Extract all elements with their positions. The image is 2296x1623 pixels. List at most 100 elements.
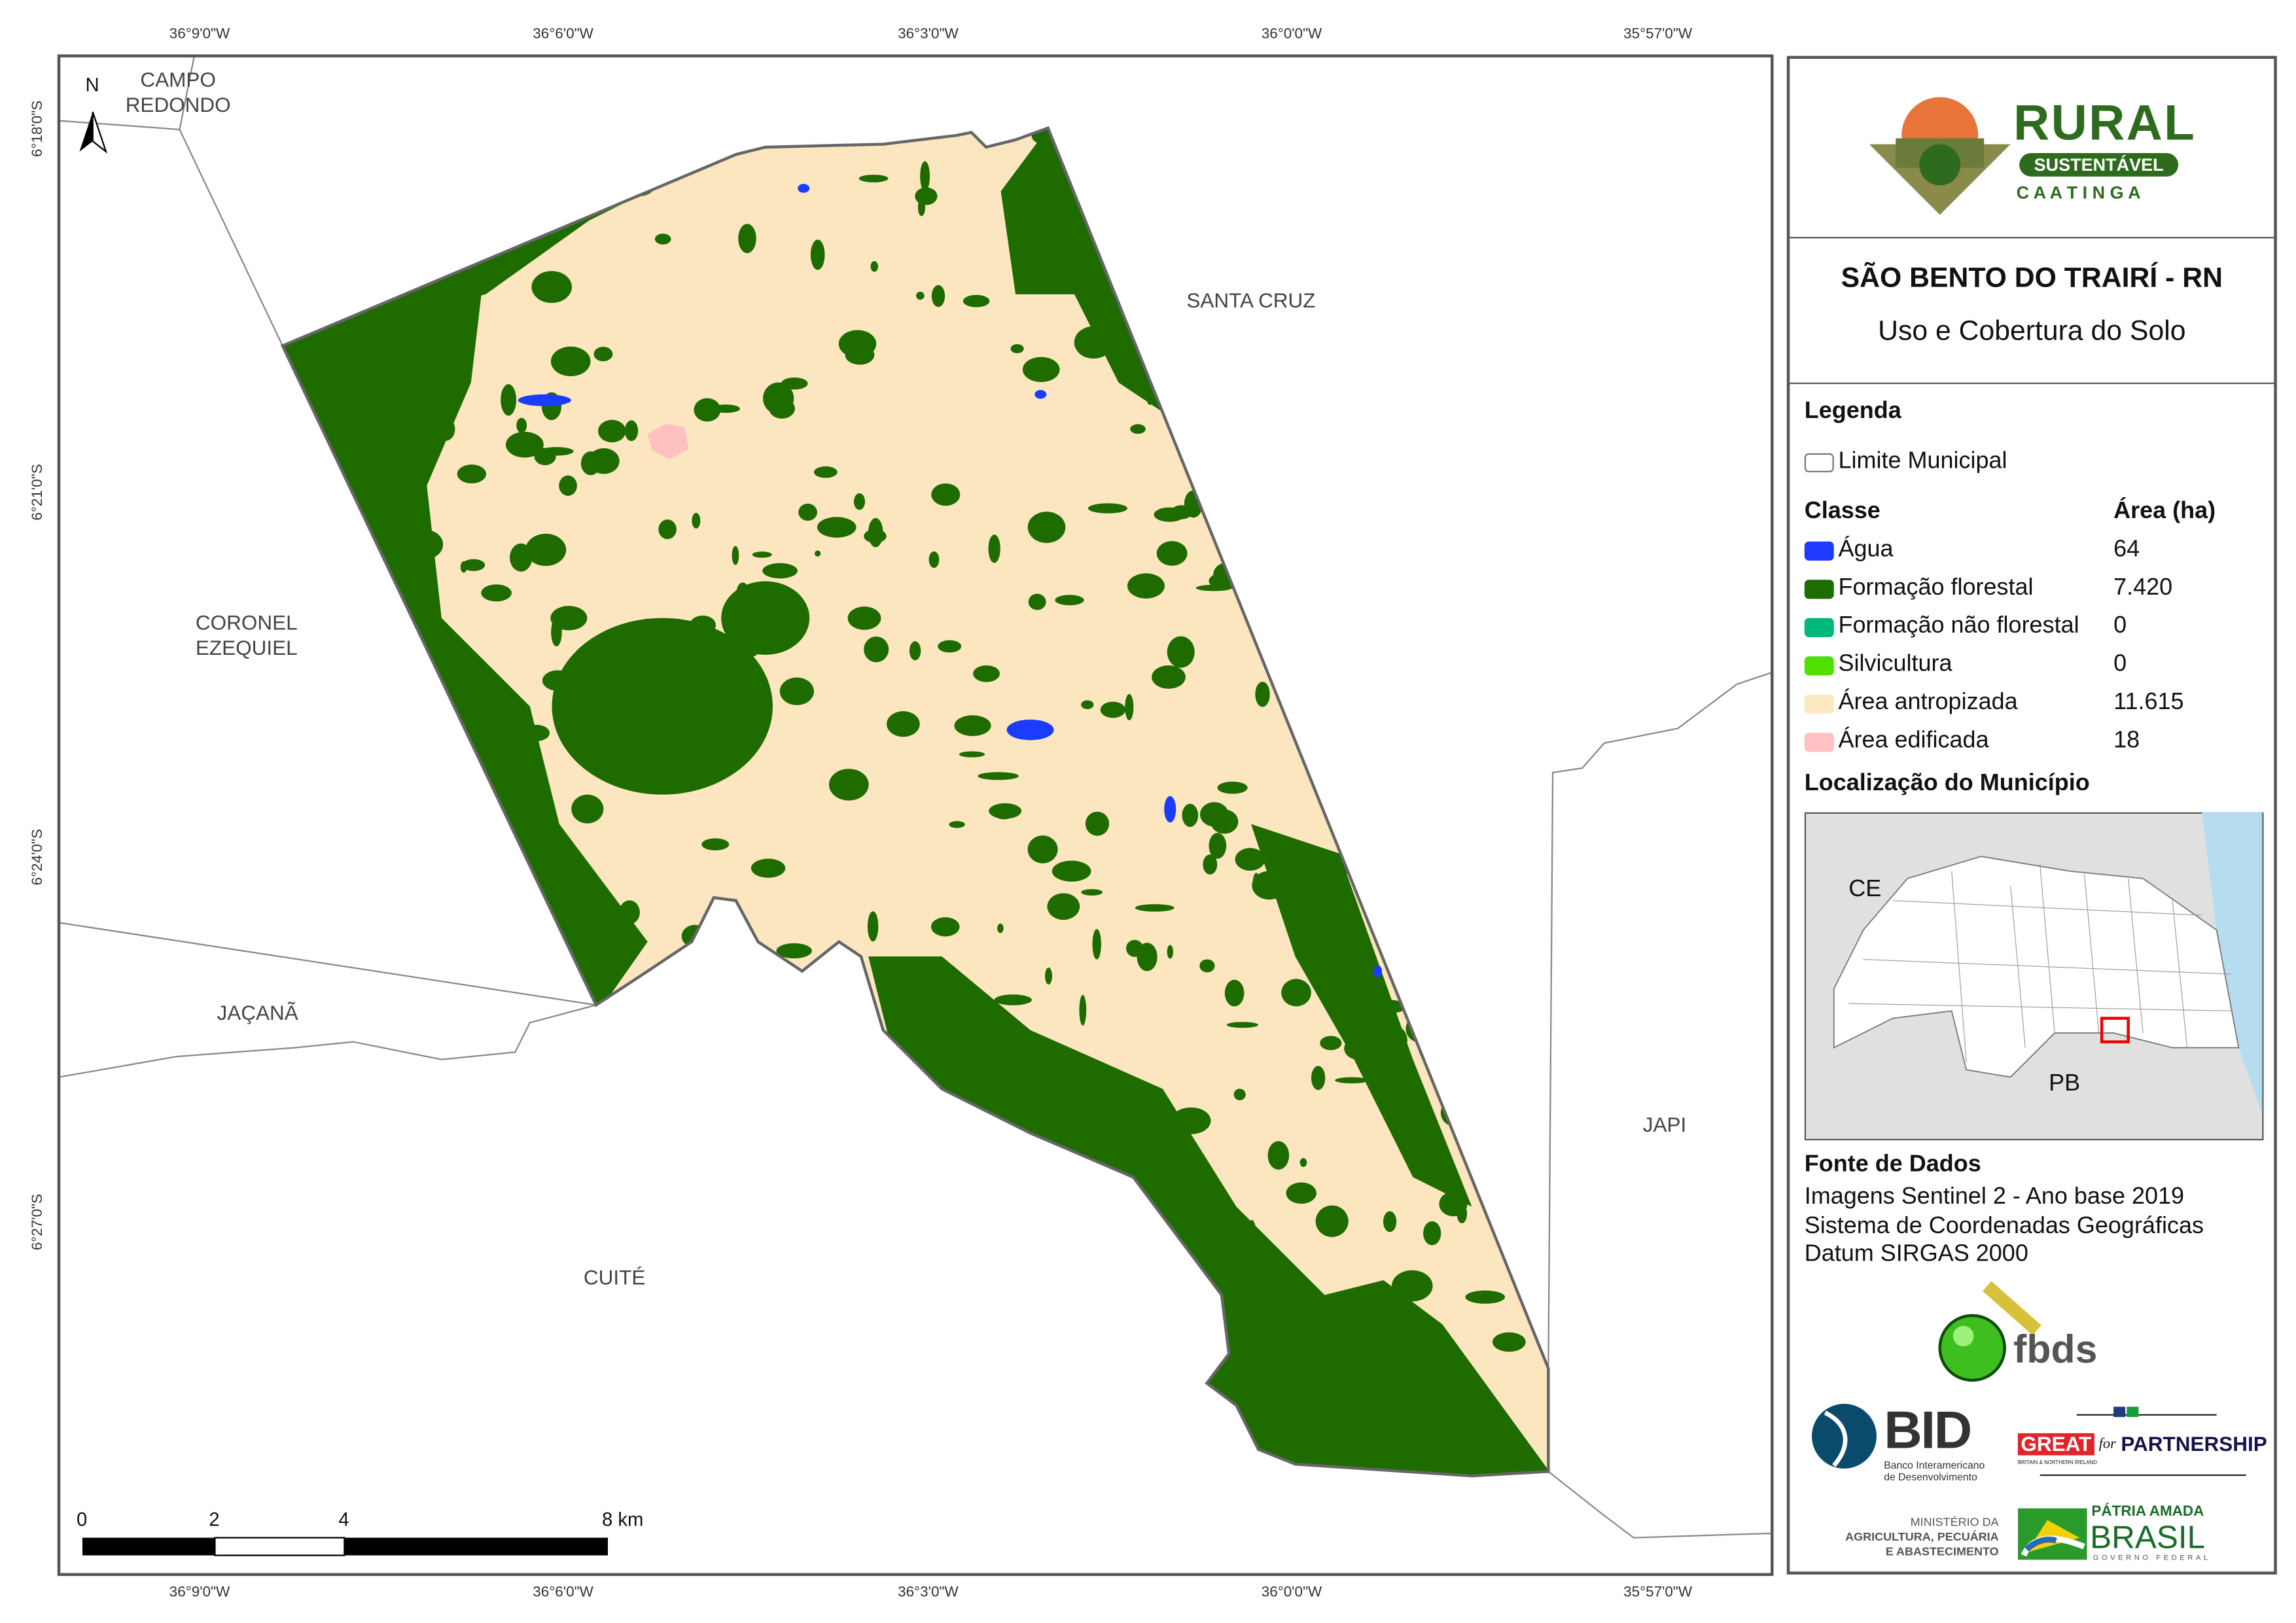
great-rule: [2076, 1414, 2217, 1416]
north-label: N: [85, 73, 99, 96]
forest-patch: [847, 606, 881, 630]
water-body: [1373, 965, 1383, 977]
forest-patch: [915, 187, 938, 205]
forest-patch: [893, 981, 909, 1013]
forest-patch: [810, 239, 825, 270]
place-cuite: CUITÉ: [583, 1265, 646, 1289]
legend-class-row: Silvicultura: [1804, 652, 1952, 678]
forest-patch: [828, 769, 869, 801]
legend-class-row: Área edificada: [1804, 728, 1989, 754]
forest-patch: [571, 794, 604, 824]
class-area: 0: [2113, 613, 2127, 639]
neighbor-boundaries: [58, 56, 1773, 1539]
forest-patch: [1383, 1026, 1407, 1055]
forest-patch: [1217, 781, 1248, 794]
forest-patch: [1254, 1409, 1286, 1432]
forest-patch: [516, 417, 527, 433]
forest-patch: [1047, 893, 1080, 920]
inset-label-ce: CE: [1848, 877, 1882, 902]
forest-patch: [1085, 811, 1110, 836]
great-sub: BRITAIN & NORTHERN IRELAND: [2017, 1459, 2097, 1466]
forest-patch: [1123, 1118, 1159, 1134]
forest-patch: [1423, 1221, 1441, 1246]
location-inset-map: [1804, 812, 2264, 1141]
forest-patch: [1413, 1316, 1431, 1334]
forest-patch: [1027, 512, 1066, 543]
forest-patch: [916, 291, 925, 300]
forest-patch: [580, 451, 601, 476]
great-rule: [2040, 1474, 2246, 1476]
forest-patch: [997, 923, 1004, 934]
forest-patch: [998, 1087, 1028, 1111]
map-canvas[interactable]: [0, 0, 1781, 1589]
forest-patch: [1074, 326, 1113, 359]
forest-patch: [1286, 1182, 1316, 1204]
scale-bar: [82, 1537, 609, 1556]
logo-sustentavel: SUSTENTÁVEL: [2019, 152, 2179, 177]
forest-patch: [864, 529, 887, 544]
forest-patch: [1267, 1141, 1290, 1170]
forest-patch: [1465, 1290, 1506, 1304]
forest-patch: [864, 636, 889, 663]
forest-patch: [437, 398, 459, 410]
place-coronel-ezequiel: CORONEL EZEQUIEL: [195, 610, 298, 659]
forest-patch: [738, 224, 756, 253]
forest-patch: [949, 821, 965, 828]
forest-patch: [1203, 854, 1218, 875]
class-area: 11.615: [2113, 689, 2184, 716]
forest-patch: [1170, 1110, 1197, 1119]
forest-patch: [751, 858, 786, 878]
forest-patch: [752, 551, 772, 558]
forest-patch: [542, 670, 573, 691]
forest-patch: [1281, 979, 1311, 1007]
forest-patch: [393, 424, 421, 447]
forest-patch: [524, 839, 534, 846]
forest-patch: [815, 550, 821, 557]
forest-patch: [1252, 871, 1286, 900]
bid-subtext: Banco Interamericano de Desenvolvimento: [1884, 1461, 1985, 1485]
forest-patch: [701, 838, 730, 850]
great-for: for: [2098, 1436, 2116, 1453]
forest-patch: [460, 561, 467, 573]
forest-patch: [1255, 682, 1270, 707]
class-area: 18: [2113, 728, 2140, 754]
forest-patch: [838, 330, 877, 358]
forest-patch: [1354, 1021, 1362, 1031]
forest-patch: [388, 533, 416, 551]
forest-patch: [732, 546, 739, 565]
forest-patch: [523, 725, 550, 741]
class-label: Área edificada: [1838, 728, 1989, 754]
source-heading: Fonte de Dados: [1804, 1152, 1981, 1178]
scale-label: 2: [209, 1508, 220, 1531]
boundary-swatch: [1804, 452, 1834, 472]
location-marker: [2100, 1017, 2130, 1043]
forest-patch: [525, 533, 567, 567]
side-panel: RURAL SUSTENTÁVEL C A A T I N G A SÃO BE…: [1786, 56, 2277, 1575]
source-lines: Imagens Sentinel 2 - Ano base 2019 Siste…: [1805, 1183, 2204, 1270]
forest-patch: [1356, 952, 1366, 971]
great-logo: GREAT: [2017, 1433, 2094, 1456]
class-label: Água: [1838, 537, 1894, 563]
forest-patch: [1439, 1341, 1458, 1357]
forest-patch: [1189, 1167, 1197, 1192]
ministerio-line: E ABASTECIMENTO: [1885, 1544, 1999, 1559]
forest-patch: [1303, 1444, 1331, 1467]
class-area: 64: [2113, 537, 2140, 563]
forest-patch: [776, 943, 812, 959]
lon-label-top: 36°9'0"W: [169, 26, 230, 43]
forest-patch: [909, 641, 921, 661]
forest-patch: [954, 715, 991, 737]
forest-patch: [550, 606, 588, 631]
logo-rural: RURAL: [2013, 96, 2197, 152]
forest-patch: [501, 384, 517, 416]
forest-patch: [1092, 929, 1101, 960]
forest-patch: [1100, 701, 1126, 718]
bid-text: BID: [1884, 1399, 1972, 1460]
forest-patch: [641, 663, 675, 688]
ministerio-line: AGRICULTURA, PECUÁRIA: [1845, 1530, 1999, 1544]
legend-class-row: Área antropizada: [1804, 690, 2018, 716]
forest-patch: [1045, 967, 1053, 985]
forest-patch: [1087, 503, 1128, 514]
forest-patch: [1127, 573, 1165, 599]
forest-patch: [1226, 1022, 1258, 1028]
